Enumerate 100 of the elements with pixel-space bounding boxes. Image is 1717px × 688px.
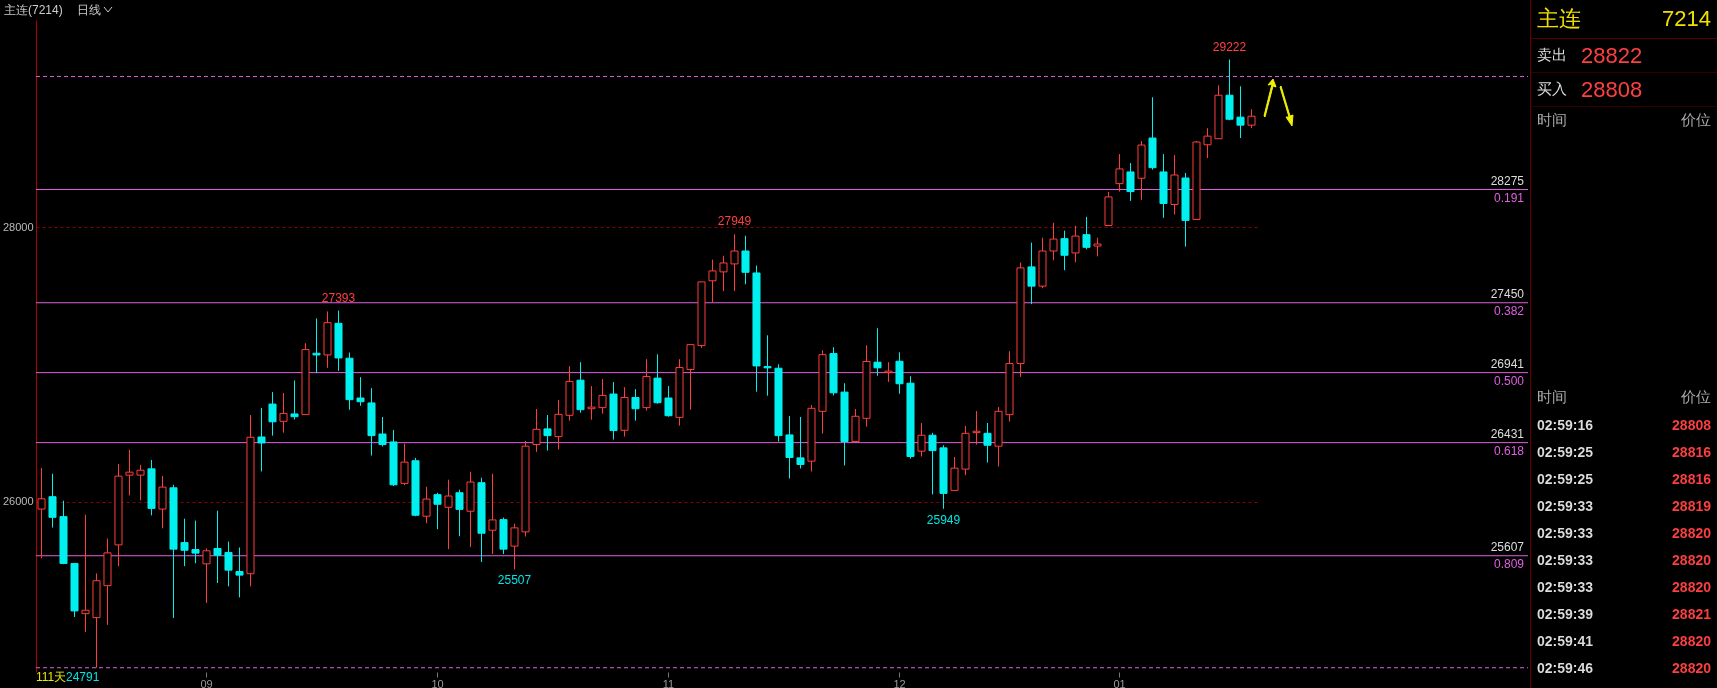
candlestick xyxy=(488,473,497,555)
text: 02:59:41 28820 xyxy=(1537,633,1711,649)
candlestick xyxy=(268,391,277,437)
candlestick xyxy=(180,518,189,567)
candlestick xyxy=(532,408,541,453)
annotation: 111天 xyxy=(36,670,67,684)
candlestick xyxy=(422,486,431,524)
candlestick xyxy=(202,547,211,604)
candlestick xyxy=(554,399,563,450)
candlestick xyxy=(741,235,750,285)
candlestick xyxy=(1071,225,1080,263)
candlestick xyxy=(81,514,90,633)
candlestick xyxy=(213,510,222,584)
candlestick xyxy=(719,255,728,292)
text: 02:59:33 28820 xyxy=(1537,579,1711,595)
candlestick xyxy=(48,473,57,529)
candlestick xyxy=(631,388,640,422)
text: 25949 xyxy=(926,512,961,527)
candlestick xyxy=(378,416,387,447)
text: 时间 xyxy=(1537,387,1567,405)
candlestick xyxy=(708,259,717,303)
ref-line-label: 26431 xyxy=(1490,426,1525,441)
text: 27393 xyxy=(321,290,356,305)
candlestick xyxy=(873,327,882,377)
candlestick xyxy=(433,492,442,530)
candlestick xyxy=(785,415,794,479)
text: 28822 xyxy=(1581,42,1643,69)
candlestick xyxy=(1236,85,1245,139)
candlestick xyxy=(1082,216,1091,250)
text: 02:59:33 28820 xyxy=(1537,525,1711,541)
text: 7214 xyxy=(1662,6,1711,32)
x-tick-label: 11 xyxy=(662,677,675,688)
text: 买入 xyxy=(1537,80,1568,99)
candlestick xyxy=(136,464,145,501)
text: 卖出 xyxy=(1537,46,1568,65)
candlestick xyxy=(1126,162,1135,202)
candlestick xyxy=(796,416,805,469)
annotation: 24791 xyxy=(66,670,100,684)
candlestick xyxy=(235,547,244,598)
candlestick xyxy=(510,523,519,570)
candlestick xyxy=(1060,230,1069,271)
candlestick xyxy=(1203,127,1212,159)
candlestick xyxy=(224,541,233,587)
ref-line-label: 26941 xyxy=(1490,356,1525,371)
candlestick xyxy=(158,475,167,529)
text: 02:59:39 28821 xyxy=(1537,606,1711,622)
candlestick xyxy=(1115,153,1124,193)
y-tick-label: 26000 xyxy=(2,495,34,508)
candlestick xyxy=(763,334,772,397)
candlestick xyxy=(444,479,453,550)
candlestick xyxy=(587,385,596,421)
text: 价位 xyxy=(1681,387,1711,405)
candlestick xyxy=(191,520,200,564)
chart-title: 主连(7214) xyxy=(4,3,63,17)
y-tick-label: 28000 xyxy=(2,220,34,233)
candlestick xyxy=(972,410,981,446)
text: 主连 xyxy=(1537,5,1581,33)
candlestick xyxy=(125,449,134,496)
ref-line-label: 25607 xyxy=(1490,539,1525,554)
text: 02:59:16 28808 xyxy=(1537,417,1711,433)
candlestick xyxy=(664,385,673,418)
x-tick-label: 12 xyxy=(893,677,906,688)
text: 02:59:33 28820 xyxy=(1537,552,1711,568)
annotation: 0.382 xyxy=(1493,303,1525,318)
candlestick xyxy=(356,376,365,407)
candlestick xyxy=(598,378,607,415)
candlestick xyxy=(1027,242,1036,305)
annotation: 0.191 xyxy=(1493,190,1525,205)
chart-subtitle: 日线 xyxy=(76,3,101,17)
candlestick xyxy=(895,351,904,395)
candlestick xyxy=(257,407,266,472)
ref-line-label: 27450 xyxy=(1490,286,1525,301)
candlestick xyxy=(543,414,552,452)
candlestick xyxy=(917,422,926,457)
candlestick xyxy=(730,233,739,292)
candlestick xyxy=(1247,108,1256,129)
candlestick xyxy=(950,456,959,491)
text: 25507 xyxy=(497,573,532,588)
ref-line-label: 28275 xyxy=(1490,173,1525,188)
candlestick xyxy=(928,432,937,495)
candlestick xyxy=(312,317,321,374)
text: 价位 xyxy=(1681,110,1711,130)
candlestick xyxy=(1093,237,1102,257)
candlestick xyxy=(884,361,893,383)
candlestick xyxy=(400,443,409,486)
text: 02:59:33 28819 xyxy=(1537,498,1711,514)
text: 27949 xyxy=(717,214,752,229)
candlestick xyxy=(1049,222,1058,261)
candlestick xyxy=(279,392,288,434)
text: 28808 xyxy=(1581,76,1643,103)
text: 02:59:25 28816 xyxy=(1537,444,1711,460)
text: 02:59:25 28816 xyxy=(1537,471,1711,487)
x-tick-label: 10 xyxy=(431,677,444,688)
annotation: 0.809 xyxy=(1493,556,1525,571)
text: 02:59:46 28820 xyxy=(1537,660,1711,676)
candlestick xyxy=(983,422,992,464)
x-tick-label: 09 xyxy=(200,677,213,688)
candlestick xyxy=(37,467,46,559)
annotation: 0.618 xyxy=(1493,443,1525,458)
candlestick xyxy=(290,379,299,421)
